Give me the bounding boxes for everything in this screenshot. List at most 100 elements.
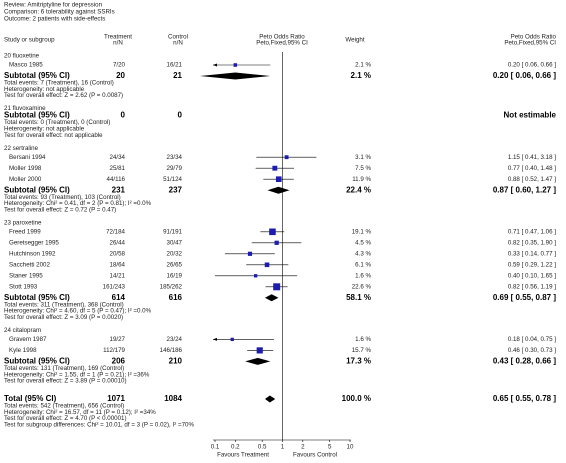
study-square — [264, 262, 270, 268]
summary-treatment: 206 — [112, 357, 126, 366]
study-name: Staner 1995 — [9, 272, 43, 279]
study-treatment: 26/44 — [110, 239, 126, 246]
summary-treatment: 614 — [112, 293, 126, 302]
study-result: 0.18 [ 0.04, 0.75 ] — [508, 336, 556, 343]
footnote: Heterogeneity: not applicable — [4, 86, 85, 93]
study-weight: 4.5 % — [355, 239, 371, 246]
summary-weight: 17.3 % — [346, 357, 371, 366]
ci-arrow — [213, 337, 217, 341]
study-control: 51/124 — [163, 176, 182, 183]
study-treatment: 161/243 — [103, 283, 126, 290]
column-weight: Weight — [345, 37, 364, 44]
study-square — [273, 283, 281, 291]
study-square — [253, 274, 258, 278]
footnote: Test for overall effect: Z = 0.72 (P = 0… — [4, 206, 116, 213]
study-treatment: 20/58 — [110, 250, 126, 257]
study-control: 26/65 — [167, 261, 183, 268]
study-result: 0.82 [ 0.56, 1.19 ] — [508, 283, 556, 290]
study-result: 0.77 [ 0.40, 1.48 ] — [508, 165, 556, 172]
study-result: 1.15 [ 0.41, 3.18 ] — [508, 154, 556, 161]
study-name: Kyle 1998 — [9, 347, 37, 354]
study-result: 0.33 [ 0.14, 0.77 ] — [508, 250, 556, 257]
summary-diamond — [267, 186, 290, 194]
study-name: Geretsegger 1995 — [9, 239, 59, 246]
footnote: Test for subgroup differences: Chi² = 10… — [4, 422, 194, 429]
footnote: Test for overall effect: Z = 3.09 (P = 0… — [4, 314, 123, 321]
study-weight: 4.3 % — [355, 250, 371, 257]
summary-result: 0.65 [ 0.55, 0.78 ] — [493, 394, 556, 403]
study-name: Stott 1993 — [9, 283, 38, 290]
study-result: 0.46 [ 0.30, 0.73 ] — [508, 347, 556, 354]
study-weight: 7.5 % — [355, 165, 371, 172]
study-result: 0.20 [ 0.06, 0.66 ] — [508, 62, 556, 69]
summary-result: 0.20 [ 0.06, 0.66 ] — [493, 71, 556, 80]
study-name: Moller 2000 — [9, 176, 42, 183]
study-name: Gravem 1987 — [9, 336, 47, 343]
study-treatment: 25/81 — [110, 165, 126, 172]
study-control: 185/262 — [160, 283, 183, 290]
summary-label: Subtotal (95% CI) — [4, 185, 70, 194]
summary-result: 0.43 [ 0.28, 0.66 ] — [493, 357, 556, 366]
study-name: Masco 1985 — [9, 62, 43, 69]
x-tick-label: 1 — [281, 444, 285, 451]
column-treatment-sub: n/N — [113, 40, 123, 47]
column-plot-sub: Peto,Fixed,95% CI — [256, 40, 308, 47]
summary-diamond — [264, 294, 279, 302]
column-result-sub: Peto,Fixed,95% CI — [504, 40, 556, 47]
study-weight: 2.1 % — [355, 62, 371, 69]
group-name: 23 paroxetine — [4, 219, 42, 226]
study-name: Hutchinson 1992 — [9, 250, 56, 257]
footnote: Total events: 131 (Treatment), 169 (Cont… — [4, 365, 124, 372]
summary-weight: 100.0 % — [342, 394, 371, 403]
study-weight: 15.7 % — [352, 347, 372, 354]
group-name: 20 fluoxetine — [4, 53, 40, 60]
group-name: 24 citalopram — [4, 327, 41, 334]
study-square — [284, 155, 289, 160]
x-tick-label: 5 — [328, 444, 332, 451]
footnote: Test for overall effect: Z = 3.89 (P = 0… — [4, 378, 127, 385]
header-outcome: Outcome: 2 patients with side-effects — [4, 16, 105, 23]
footnote: Test for overall effect: not applicable — [4, 132, 103, 139]
footnote: Heterogeneity: Chi² = 1.55, df = 1 (P = … — [4, 371, 150, 378]
footnote: Total events: 542 (Treatment), 656 (Cont… — [4, 403, 124, 410]
study-weight: 3.1 % — [355, 154, 371, 161]
footnote: Heterogeneity: Chi² = 4.60, df = 5 (P = … — [4, 308, 152, 315]
summary-control: 0 — [178, 111, 183, 120]
footnote: Heterogeneity: not applicable — [4, 126, 85, 133]
summary-weight: 22.4 % — [346, 185, 371, 194]
study-name: Freed 1999 — [9, 228, 41, 235]
summary-label: Subtotal (95% CI) — [4, 293, 70, 302]
summary-diamond — [264, 395, 276, 403]
study-result: 0.59 [ 0.29, 1.22 ] — [508, 261, 556, 268]
footnote: Total events: 311 (Treatment), 368 (Cont… — [4, 301, 124, 308]
summary-label: Subtotal (95% CI) — [4, 71, 70, 80]
column-study: Study or subgroup — [4, 37, 55, 44]
study-control: 91/191 — [163, 228, 182, 235]
header-comparison: Comparison: 6 tolerability against SSRIs — [4, 9, 115, 16]
favours-right: Favours Control — [293, 452, 337, 459]
study-control: 20/32 — [167, 250, 183, 257]
summary-result: 0.87 [ 0.60, 1.27 ] — [493, 185, 556, 194]
study-control: 23/34 — [167, 154, 183, 161]
study-square — [274, 240, 279, 245]
study-treatment: 7/20 — [113, 62, 126, 69]
column-treatment: Treatment — [104, 34, 132, 41]
summary-weight: 58.1 % — [346, 293, 371, 302]
ci-arrow — [213, 63, 217, 67]
summary-control: 210 — [169, 357, 183, 366]
summary-label: Subtotal (95% CI) — [4, 357, 70, 366]
study-control: 29/79 — [167, 165, 183, 172]
study-weight: 11.9 % — [352, 176, 371, 183]
group-name: 22 sertraline — [4, 145, 39, 152]
study-weight: 1.6 % — [355, 272, 371, 279]
study-weight: 6.1 % — [355, 261, 371, 268]
study-weight: 19.1 % — [352, 228, 372, 235]
footnote: Test for overall effect: Z = 4.70 (P < 0… — [4, 415, 127, 422]
study-treatment: 44/116 — [107, 176, 126, 183]
study-square — [269, 228, 276, 236]
study-square — [230, 337, 234, 342]
footnote: Heterogeneity: Chi² = 16.57, df = 11 (P … — [4, 409, 156, 416]
column-result: Peto Odds Ratio — [511, 34, 557, 41]
favours-left: Favours Treatment — [217, 452, 269, 459]
